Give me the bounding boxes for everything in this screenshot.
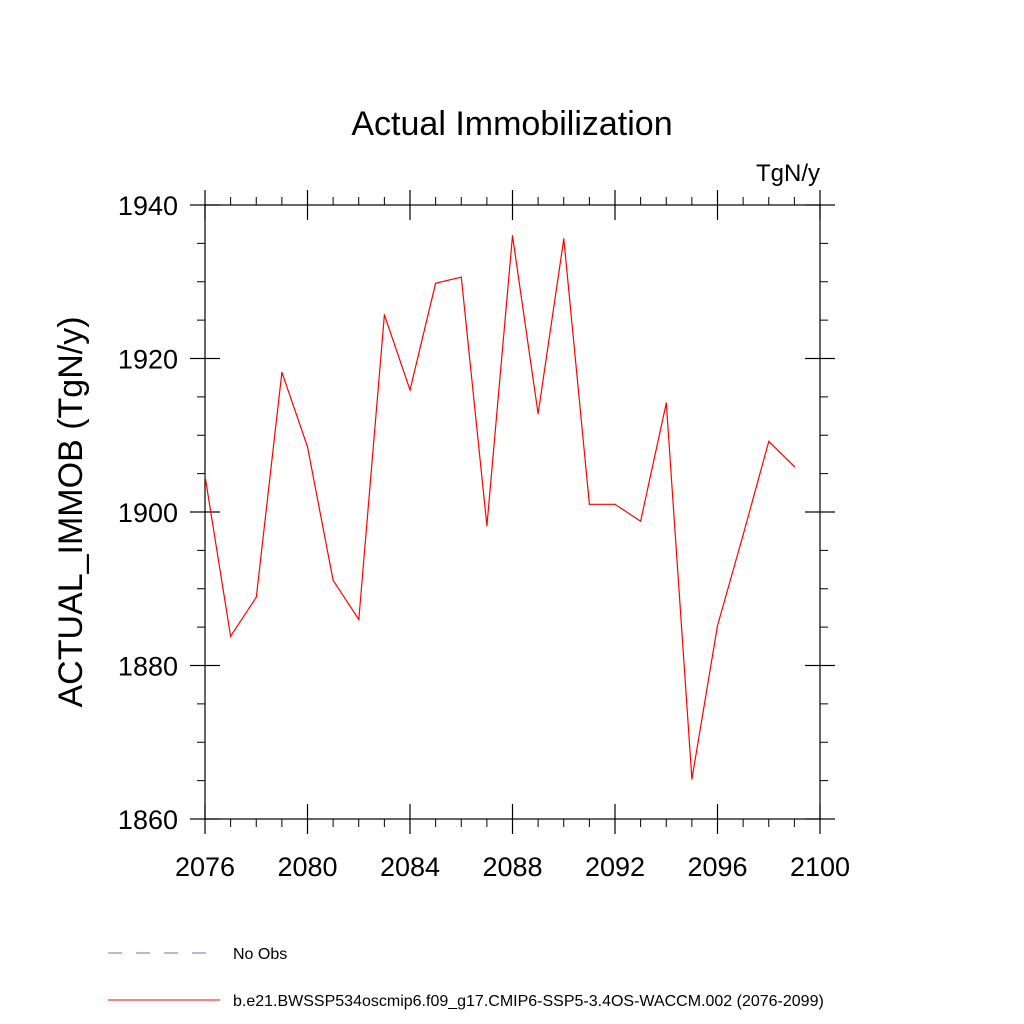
series-point xyxy=(768,440,770,442)
series-point xyxy=(409,389,411,391)
chart-title: Actual Immobilization xyxy=(351,105,672,143)
x-tick-label: 2092 xyxy=(585,852,645,882)
series-line xyxy=(204,235,795,780)
series-point xyxy=(281,371,283,373)
x-tick-label: 2080 xyxy=(277,852,337,882)
y-tick-label: 1900 xyxy=(118,498,178,528)
series-point xyxy=(793,466,795,468)
series-point xyxy=(383,314,385,316)
series-point xyxy=(204,475,206,477)
series-point xyxy=(306,446,309,448)
series-point xyxy=(614,503,616,505)
x-tick-label: 2100 xyxy=(790,852,850,882)
legend: No Obs b.e21.BWSSP534oscmip6.f09_g17.CMIP… xyxy=(108,946,824,1010)
y-axis-label: ACTUAL_IMMOB (TgN/y) xyxy=(52,316,90,707)
series-layer xyxy=(204,235,795,780)
x-tick-labels: 2076 2080 2084 2088 2092 2096 2100 xyxy=(175,852,850,882)
series-point xyxy=(435,282,437,284)
series-point xyxy=(588,503,590,505)
units-label: TgN/y xyxy=(756,160,820,187)
series-point xyxy=(742,534,744,536)
series-point xyxy=(691,778,693,780)
plot-frame xyxy=(204,204,821,820)
x-tick-label: 2096 xyxy=(687,852,747,882)
series-point xyxy=(358,618,360,621)
y-tick-label: 1940 xyxy=(118,191,178,221)
series-point xyxy=(230,635,232,637)
x-tick-label: 2076 xyxy=(175,852,235,882)
series-point xyxy=(255,596,257,598)
axis-ticks xyxy=(190,190,835,834)
y-tick-label: 1860 xyxy=(118,805,178,835)
y-tick-label: 1920 xyxy=(118,345,178,375)
series-point xyxy=(537,413,539,415)
series-point xyxy=(665,402,667,404)
series-point xyxy=(716,624,719,627)
series-point xyxy=(640,520,642,522)
legend-label: No Obs xyxy=(233,946,287,963)
x-tick-label: 2084 xyxy=(380,852,440,882)
x-tick-label: 2088 xyxy=(482,852,542,882)
series-point xyxy=(332,579,334,581)
series-point xyxy=(563,238,565,240)
series-point xyxy=(460,276,462,278)
series-point xyxy=(511,235,514,237)
legend-label: b.e21.BWSSP534oscmip6.f09_g17.CMIP6-SSP5… xyxy=(233,993,824,1010)
y-tick-label: 1880 xyxy=(118,652,178,682)
y-tick-labels: 1860 1880 1900 1920 1940 xyxy=(118,191,178,835)
series-point xyxy=(486,525,488,527)
